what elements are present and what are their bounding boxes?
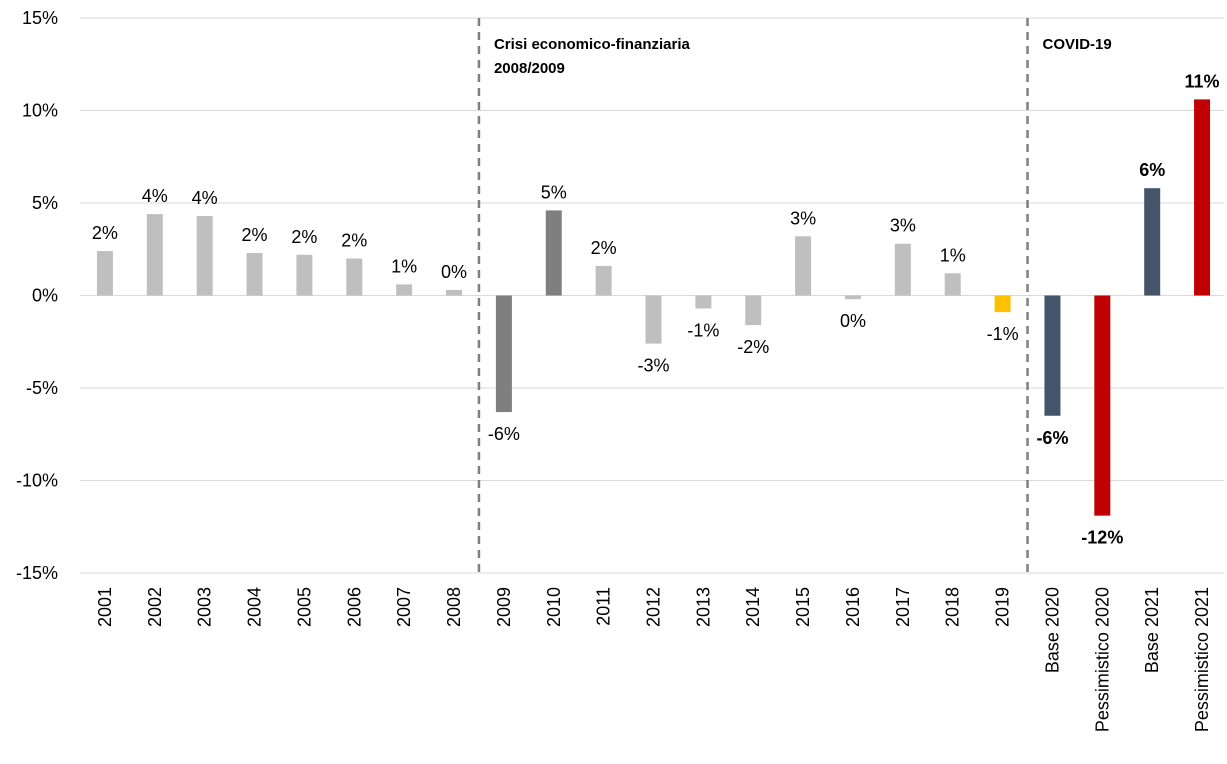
annotation-label: 2008/2009 [494,60,565,77]
bar [795,236,812,296]
data-label: 1% [391,256,417,276]
data-label: 0% [840,311,866,331]
bar [745,295,762,326]
data-label: -1% [987,324,1019,344]
x-tick-label: 2002 [145,587,165,627]
x-tick-label: 2019 [993,587,1013,627]
bar [146,214,163,296]
data-label: 4% [142,186,168,206]
x-tick-label: Pessimistico 2021 [1192,587,1212,732]
data-label: 3% [790,208,816,228]
x-tick-label: 2003 [195,587,215,627]
y-tick-label: 10% [22,101,58,121]
x-tick-label: Base 2020 [1042,587,1062,673]
x-tick-label: 2010 [544,587,564,627]
bar [1144,188,1161,296]
bar [246,252,263,296]
x-tick-label: 2007 [394,587,414,627]
y-tick-label: 5% [32,193,58,213]
bar [296,254,313,296]
y-tick-label: -10% [16,471,58,491]
data-label: 5% [541,182,567,202]
x-tick-label: 2015 [793,587,813,627]
x-tick-label: 2016 [843,587,863,627]
data-label: 2% [341,231,367,251]
x-tick-label: 2001 [95,587,115,627]
y-tick-label: 15% [22,8,58,28]
y-tick-label: -5% [26,378,58,398]
x-tick-label: 2011 [594,587,614,626]
bar [346,258,363,296]
data-label: -6% [488,424,520,444]
bar [994,295,1011,313]
annotation-label: Crisi economico-finanziaria [494,36,691,53]
data-label: 1% [940,245,966,265]
bar [695,295,712,309]
x-tick-label: 2014 [743,587,763,627]
annotation-label: COVID-19 [1043,36,1112,53]
y-tick-label: -15% [16,563,58,583]
x-tick-label: 2017 [893,587,913,627]
data-label: 0% [441,262,467,282]
x-tick-label: 2006 [344,587,364,627]
bar [944,273,961,296]
bar [495,295,512,413]
data-label: 2% [92,223,118,243]
x-tick-label: Base 2021 [1142,587,1162,673]
bar [645,295,662,344]
bar [446,289,463,296]
bar [1044,295,1061,416]
data-label: 11% [1185,71,1220,91]
data-label: -12% [1081,528,1123,548]
x-tick-label: Pessimistico 2020 [1092,587,1112,732]
data-label: -6% [1036,428,1068,448]
bar [894,243,911,296]
bar [196,215,213,296]
y-tick-label: 0% [32,286,58,306]
bar [844,295,861,300]
data-label: 2% [591,238,617,258]
data-label: 2% [291,227,317,247]
x-tick-label: 2009 [494,587,514,627]
data-label: -1% [687,320,719,340]
x-tick-label: 2005 [294,587,314,627]
data-label: 6% [1139,160,1165,180]
x-tick-label: 2012 [644,587,664,627]
data-label: 2% [242,225,268,245]
x-tick-label: 2004 [245,587,265,627]
data-label: -3% [637,356,669,376]
x-tick-label: 2008 [444,587,464,627]
x-tick-label: 2013 [693,587,713,627]
bar [1094,295,1111,516]
data-label: 3% [890,216,916,236]
bar [396,284,413,296]
bar [96,251,113,296]
data-label: -2% [737,337,769,357]
bar [595,265,612,296]
bar [545,210,562,296]
bar [1194,99,1211,296]
x-tick-label: 2018 [943,587,963,627]
data-label: 4% [192,188,218,208]
